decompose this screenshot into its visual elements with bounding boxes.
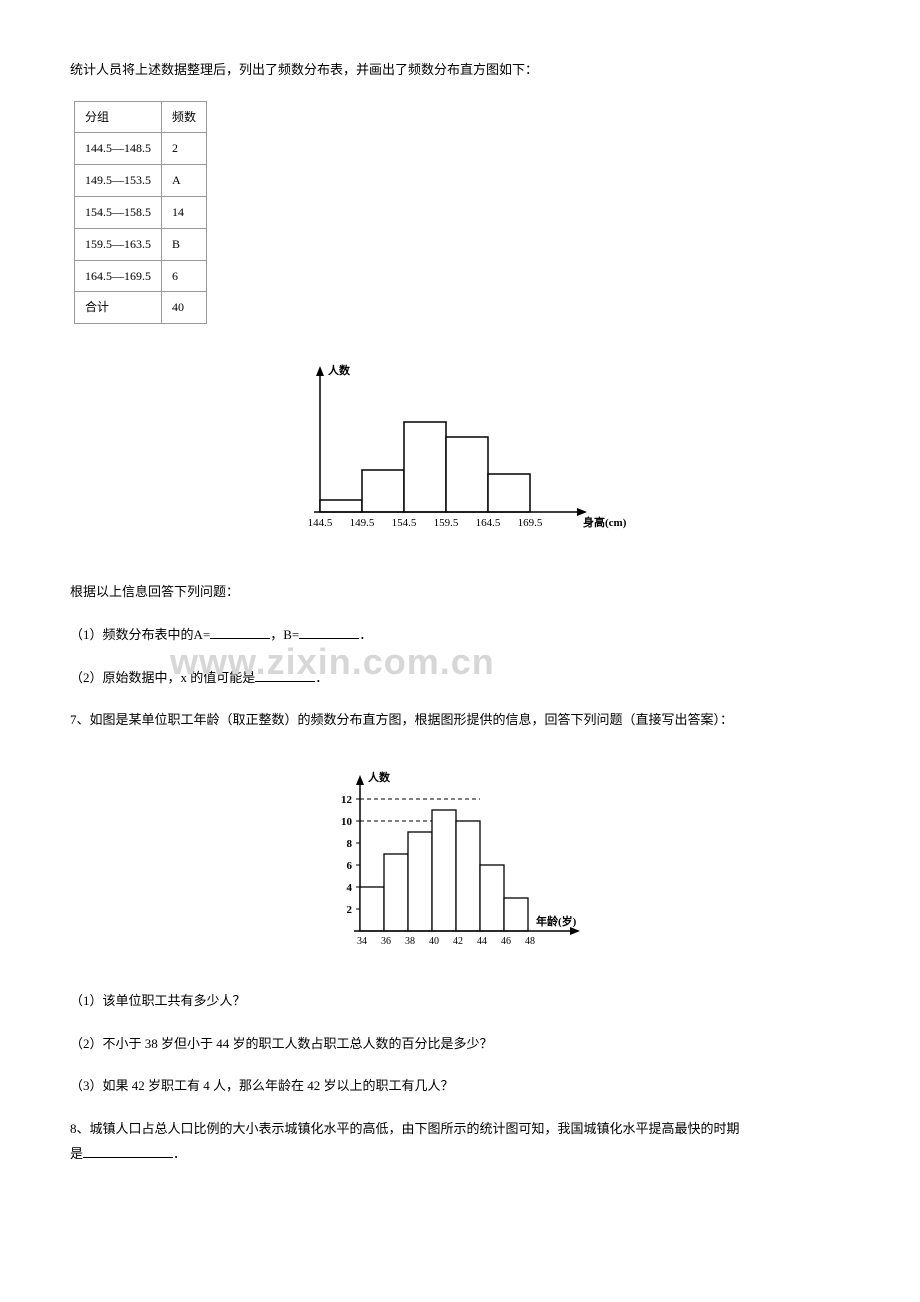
svg-text:154.5: 154.5: [392, 517, 417, 529]
table-row: 合计40: [75, 292, 207, 324]
svg-text:169.5: 169.5: [518, 517, 543, 529]
blank-a: [210, 625, 270, 639]
table-row: 149.5—153.5A: [75, 165, 207, 197]
svg-text:年龄(岁): 年龄(岁): [536, 914, 577, 928]
intro-line: 统计人员将上述数据整理后，列出了频数分布表，并画出了频数分布直方图如下：: [70, 58, 850, 83]
question-1: （1）频数分布表中的A=，B=．: [70, 623, 850, 648]
histogram-svg: 人数246810123436384042444648年龄(岁): [305, 761, 615, 961]
frequency-table: 分组 频数 144.5—148.52 149.5—153.5A 154.5—15…: [74, 101, 207, 325]
col-header: 分组: [75, 101, 162, 133]
svg-text:40: 40: [429, 936, 439, 947]
svg-text:人数: 人数: [328, 363, 351, 377]
table-row: 144.5—148.52: [75, 133, 207, 165]
question-8: 8、城镇人口占总人口比例的大小表示城镇化水平的高低，由下图所示的统计图可知，我国…: [70, 1117, 850, 1142]
question-7-sub2: （2）不小于 38 岁但小于 44 岁的职工人数占职工总人数的百分比是多少？: [70, 1032, 850, 1057]
svg-text:42: 42: [453, 936, 463, 947]
svg-text:34: 34: [357, 936, 367, 947]
question-2: （2）原始数据中，x 的值可能是．: [70, 666, 850, 691]
svg-text:4: 4: [347, 882, 353, 894]
question-8-line2: 是．: [70, 1142, 850, 1167]
col-header: 频数: [162, 101, 207, 133]
svg-text:2: 2: [347, 904, 353, 916]
svg-text:159.5: 159.5: [434, 517, 459, 529]
qa-intro: 根据以上信息回答下列问题：: [70, 580, 850, 605]
question-7-sub3: （3）如果 42 岁职工有 4 人，那么年龄在 42 岁以上的职工有几人？: [70, 1074, 850, 1099]
svg-text:8: 8: [347, 838, 353, 850]
table-header-row: 分组 频数: [75, 101, 207, 133]
blank-x: [255, 668, 315, 682]
svg-text:6: 6: [347, 860, 353, 872]
question-7-sub1: （1）该单位职工共有多少人？: [70, 989, 850, 1014]
svg-text:149.5: 149.5: [350, 517, 375, 529]
histogram-2: 人数246810123436384042444648年龄(岁): [70, 761, 850, 961]
svg-text:36: 36: [381, 936, 391, 947]
table-row: 159.5—163.5B: [75, 228, 207, 260]
svg-text:48: 48: [525, 936, 535, 947]
histogram-1: 人数 144.5 149.5 154.5 159.5 164.5 169.5 身高(cm): [70, 352, 850, 552]
svg-text:10: 10: [341, 816, 353, 828]
histogram-svg: 人数 144.5 149.5 154.5 159.5 164.5 169.5 身高(cm): [280, 352, 640, 552]
svg-text:38: 38: [405, 936, 415, 947]
svg-text:人数: 人数: [368, 770, 391, 784]
blank-b: [299, 625, 359, 639]
svg-text:44: 44: [477, 936, 487, 947]
table-row: 164.5—169.56: [75, 260, 207, 292]
svg-text:144.5: 144.5: [308, 517, 333, 529]
question-7: 7、如图是某单位职工年龄（取正整数）的频数分布直方图，根据图形提供的信息，回答下…: [70, 708, 850, 733]
svg-text:身高(cm): 身高(cm): [583, 515, 627, 529]
blank-q8: [83, 1144, 173, 1158]
table-row: 154.5—158.514: [75, 197, 207, 229]
svg-text:46: 46: [501, 936, 511, 947]
svg-text:12: 12: [341, 794, 353, 806]
svg-text:164.5: 164.5: [476, 517, 501, 529]
